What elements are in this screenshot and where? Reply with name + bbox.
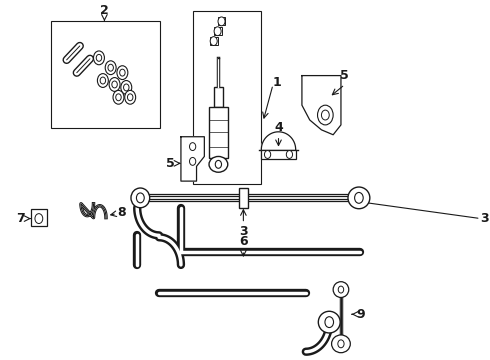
Circle shape [113, 90, 124, 104]
Circle shape [190, 143, 196, 150]
Polygon shape [261, 132, 295, 149]
Circle shape [121, 81, 132, 94]
Text: 8: 8 [117, 206, 125, 219]
Bar [31, 209, 47, 226]
Circle shape [338, 286, 343, 293]
Text: 5: 5 [166, 157, 174, 170]
Circle shape [265, 150, 270, 158]
Circle shape [100, 77, 106, 84]
Polygon shape [302, 76, 341, 135]
Text: 3: 3 [239, 225, 247, 238]
Text: 7: 7 [17, 212, 25, 225]
Circle shape [125, 90, 136, 104]
Bar [210, 37, 218, 45]
Ellipse shape [131, 188, 150, 208]
Circle shape [117, 66, 128, 80]
Circle shape [321, 110, 329, 120]
Circle shape [318, 105, 333, 125]
Bar [209, 107, 228, 158]
Bar [193, 12, 261, 184]
Text: 9: 9 [357, 308, 365, 321]
Text: 1: 1 [273, 76, 282, 89]
Circle shape [108, 64, 113, 71]
Circle shape [94, 51, 104, 65]
Text: 6: 6 [239, 235, 247, 248]
Circle shape [105, 61, 116, 75]
Circle shape [112, 81, 117, 88]
Ellipse shape [332, 335, 350, 353]
Circle shape [338, 340, 344, 348]
Circle shape [355, 193, 363, 203]
Circle shape [120, 69, 125, 76]
Circle shape [136, 193, 144, 203]
Circle shape [127, 94, 133, 101]
Circle shape [215, 161, 221, 168]
Text: 4: 4 [274, 121, 283, 134]
Circle shape [210, 37, 217, 45]
Circle shape [109, 77, 120, 91]
Bar [214, 27, 221, 35]
Ellipse shape [318, 311, 340, 333]
Bar [239, 188, 248, 208]
Text: 2: 2 [100, 4, 109, 17]
Circle shape [35, 213, 43, 224]
Circle shape [286, 150, 293, 158]
Circle shape [123, 84, 129, 91]
Circle shape [116, 94, 121, 101]
Circle shape [98, 74, 108, 87]
Text: 3: 3 [481, 212, 490, 225]
Circle shape [96, 54, 102, 61]
Bar [261, 149, 295, 159]
Polygon shape [181, 137, 204, 181]
Circle shape [214, 27, 221, 36]
Bar [214, 87, 223, 107]
Ellipse shape [348, 187, 370, 209]
Bar [218, 17, 225, 25]
Ellipse shape [209, 157, 228, 172]
Text: 5: 5 [341, 69, 349, 82]
Bar [50, 21, 160, 128]
Circle shape [218, 17, 225, 26]
Circle shape [190, 157, 196, 165]
Circle shape [325, 317, 334, 328]
Ellipse shape [333, 282, 349, 297]
